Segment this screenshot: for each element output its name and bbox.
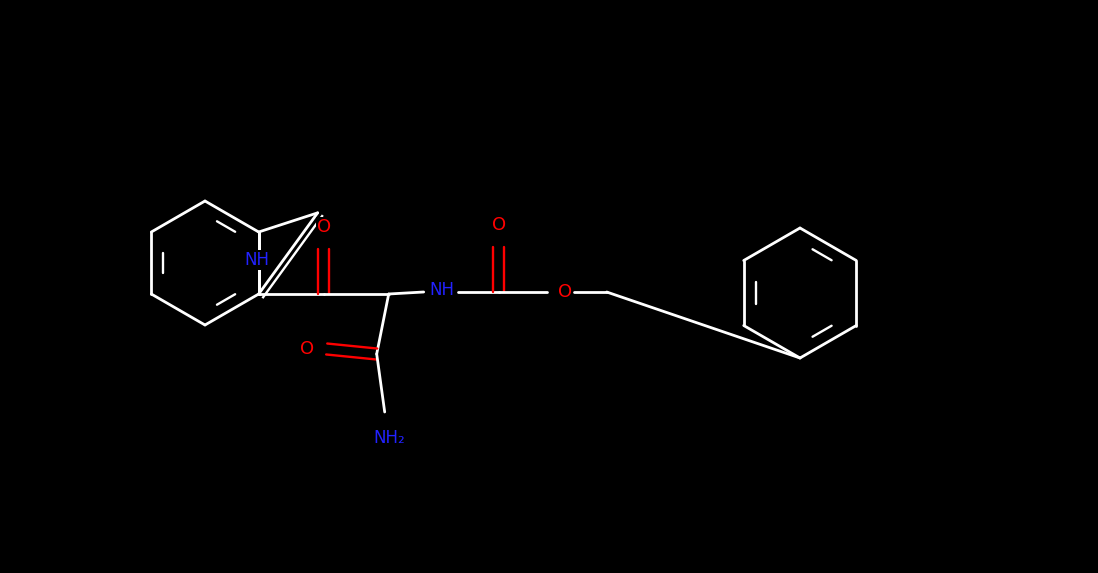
Text: O: O (316, 218, 330, 236)
Text: NH: NH (429, 281, 455, 299)
Text: O: O (558, 283, 572, 301)
Text: NH: NH (244, 251, 269, 269)
Text: NH₂: NH₂ (373, 429, 405, 447)
Text: O: O (300, 340, 314, 358)
Text: O: O (492, 216, 506, 234)
